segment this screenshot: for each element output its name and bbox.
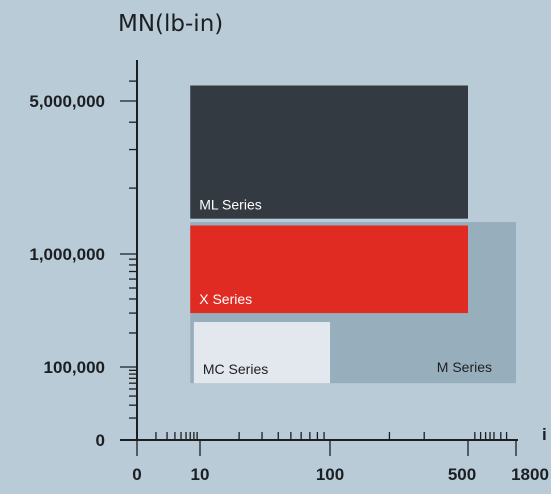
m-series-label: M Series bbox=[437, 359, 492, 375]
y-axis-labels: 5,000,000 1,000,000 100,000 0 bbox=[29, 92, 105, 450]
x-axis-labels: 0 10 100 500 1800 bbox=[132, 465, 549, 484]
x-series-block bbox=[190, 225, 468, 314]
y-axis-title: MN(lb-in) bbox=[118, 11, 223, 37]
x-tick-label: 500 bbox=[448, 465, 476, 484]
x-axis-ticks bbox=[136, 432, 517, 456]
x-tick-label: 10 bbox=[191, 465, 210, 484]
ml-series-label: ML Series bbox=[199, 197, 262, 213]
ml-series-block bbox=[190, 85, 468, 219]
y-tick-label: 100,000 bbox=[44, 358, 105, 377]
x-axis-label: i bbox=[542, 425, 547, 444]
y-axis-ticks bbox=[120, 80, 137, 441]
x-tick-label: 1800 bbox=[511, 465, 549, 484]
x-tick-label: 100 bbox=[316, 465, 344, 484]
x-series-label: X Series bbox=[199, 291, 252, 307]
series-layer: M Series ML Series X Series MC Series bbox=[190, 85, 516, 384]
y-tick-label: 5,000,000 bbox=[29, 92, 105, 111]
y-tick-label: 0 bbox=[96, 431, 105, 450]
y-tick-label: 1,000,000 bbox=[29, 245, 105, 264]
mc-series-label: MC Series bbox=[203, 361, 268, 377]
mc-series-block bbox=[193, 322, 330, 384]
x-tick-label: 0 bbox=[132, 465, 141, 484]
